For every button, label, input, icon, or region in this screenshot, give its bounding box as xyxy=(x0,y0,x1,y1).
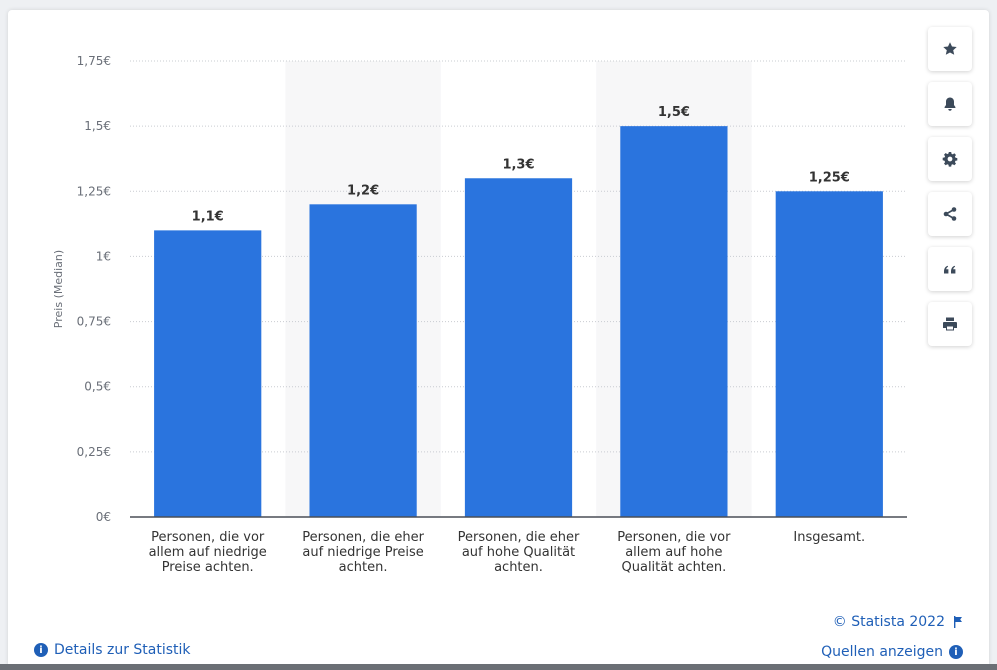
favorite-button[interactable] xyxy=(928,27,972,71)
x-tick-label: Qualität achten. xyxy=(622,560,727,575)
info-icon: i xyxy=(34,643,48,657)
cite-button[interactable] xyxy=(928,247,972,291)
data-label: 1,25€ xyxy=(809,170,850,185)
sources-link-label: Quellen anzeigen xyxy=(821,644,943,660)
sources-link[interactable]: Quellen anzeigen i xyxy=(821,644,963,660)
bar xyxy=(154,230,262,517)
x-tick-label: achten. xyxy=(494,560,543,575)
share-button[interactable] xyxy=(928,192,972,236)
info-icon: i xyxy=(949,645,963,659)
x-tick-label: allem auf niedrige xyxy=(149,545,267,560)
x-tick-label: Personen, die eher xyxy=(302,530,424,545)
copyright-text: © Statista 2022 xyxy=(832,614,945,630)
x-tick-label: Personen, die eher xyxy=(458,530,580,545)
settings-button[interactable] xyxy=(928,137,972,181)
bottom-edge xyxy=(0,664,997,670)
y-tick-label: 0,75€ xyxy=(77,315,111,329)
copyright-notice[interactable]: © Statista 2022 xyxy=(833,614,963,630)
y-axis-title: Preis (Median) xyxy=(52,250,65,328)
print-button[interactable] xyxy=(928,302,972,346)
x-tick-label: auf hohe Qualität xyxy=(462,545,575,560)
y-tick-label: 1,5€ xyxy=(84,119,111,133)
details-link-label: Details zur Statistik xyxy=(54,642,191,658)
star-icon xyxy=(943,42,957,55)
gear-icon xyxy=(942,152,958,167)
y-tick-label: 0,5€ xyxy=(84,380,111,394)
x-tick-label: allem auf hohe xyxy=(625,545,722,560)
data-label: 1,5€ xyxy=(658,105,690,120)
data-label: 1,1€ xyxy=(192,209,224,224)
print-icon xyxy=(943,317,957,331)
details-link[interactable]: i Details zur Statistik xyxy=(34,642,191,658)
bar xyxy=(775,191,883,518)
flag-icon xyxy=(954,616,962,628)
y-tick-label: 0€ xyxy=(96,510,111,524)
y-tick-label: 1,75€ xyxy=(77,54,111,68)
share-icon xyxy=(943,207,957,221)
bar xyxy=(464,178,573,517)
bar xyxy=(620,126,728,518)
notification-button[interactable] xyxy=(928,82,972,126)
x-tick-label: Personen, die vor xyxy=(617,530,731,545)
x-tick-label: Preise achten. xyxy=(162,560,254,575)
bar xyxy=(309,204,417,518)
x-tick-label: Insgesamt. xyxy=(793,530,865,545)
data-label: 1,2€ xyxy=(347,183,379,198)
y-tick-label: 1€ xyxy=(96,249,111,263)
y-tick-label: 0,25€ xyxy=(77,445,111,459)
quote-icon xyxy=(944,265,956,274)
x-tick-label: Personen, die vor xyxy=(151,530,265,545)
data-label: 1,3€ xyxy=(502,157,534,172)
bell-icon xyxy=(944,97,956,111)
x-tick-label: auf niedrige Preise xyxy=(302,545,423,560)
y-tick-label: 1,25€ xyxy=(77,184,111,198)
x-tick-label: achten. xyxy=(339,560,388,575)
